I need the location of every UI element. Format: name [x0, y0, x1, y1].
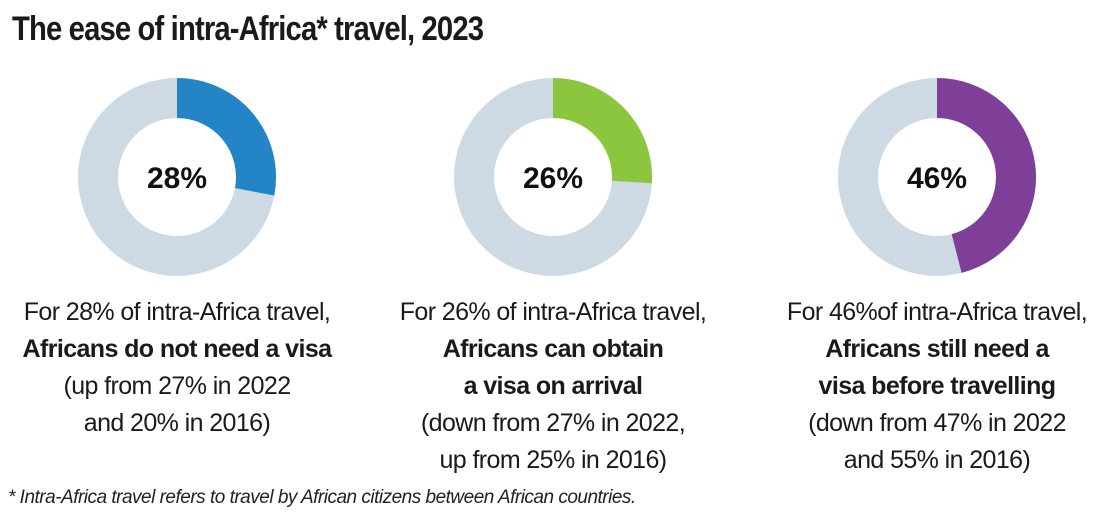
- caption-highlight-line-1: Africans can obtain: [442, 335, 664, 363]
- caption-note-line-1: (down from 27% in 2022,: [420, 409, 686, 437]
- donut-segment-visa-required: [936, 78, 1036, 273]
- donut-segment-visa-on-arrival: [552, 78, 652, 184]
- caption-note-line-2: and 55% in 2016): [843, 446, 1031, 474]
- donut-panel-visa-free: 28% For 28% of intra-Africa travel, Afri…: [0, 72, 357, 442]
- caption-note-line-1: (up from 27% in 2022: [63, 372, 291, 400]
- caption-note-line-2: up from 25% in 2016): [439, 446, 667, 474]
- donut-segment-visa-free: [176, 78, 276, 196]
- donut-value-label: 46%: [907, 162, 967, 195]
- caption-highlight-line-1: Africans still need a: [825, 335, 1049, 363]
- donut-chart-visa-free: 28%: [78, 78, 276, 276]
- caption-visa-required: For 46%of intra-Africa travel, Africans …: [757, 294, 1107, 479]
- caption-lead: For 26% of intra-Africa travel,: [399, 298, 707, 326]
- chart-title: The ease of intra-Africa* travel, 2023: [12, 10, 484, 48]
- caption-note-line-1: (down from 47% in 2022: [808, 409, 1066, 437]
- donut-chart-visa-required: 46%: [838, 78, 1036, 276]
- caption-visa-on-arrival: For 26% of intra-Africa travel, Africans…: [373, 294, 733, 479]
- caption-lead: For 46%of intra-Africa travel,: [786, 298, 1088, 326]
- caption-note-line-2: and 20% in 2016): [83, 409, 271, 437]
- donut-panel-visa-required: 46% For 46%of intra-Africa travel, Afric…: [757, 72, 1107, 479]
- donut-chart-visa-on-arrival: 26%: [454, 78, 652, 276]
- donut-value-label: 28%: [147, 162, 207, 195]
- caption-highlight: Africans do not need a visa: [22, 335, 332, 363]
- donut-value-label: 26%: [523, 162, 583, 195]
- caption-highlight-line-2: a visa on arrival: [463, 372, 643, 400]
- footnote: * Intra-Africa travel refers to travel b…: [8, 487, 636, 508]
- caption-highlight-line-2: visa before travelling: [818, 372, 1057, 400]
- caption-lead: For 28% of intra-Africa travel,: [23, 298, 331, 326]
- caption-visa-free: For 28% of intra-Africa travel, Africans…: [0, 294, 357, 442]
- donut-panel-visa-on-arrival: 26% For 26% of intra-Africa travel, Afri…: [373, 72, 733, 479]
